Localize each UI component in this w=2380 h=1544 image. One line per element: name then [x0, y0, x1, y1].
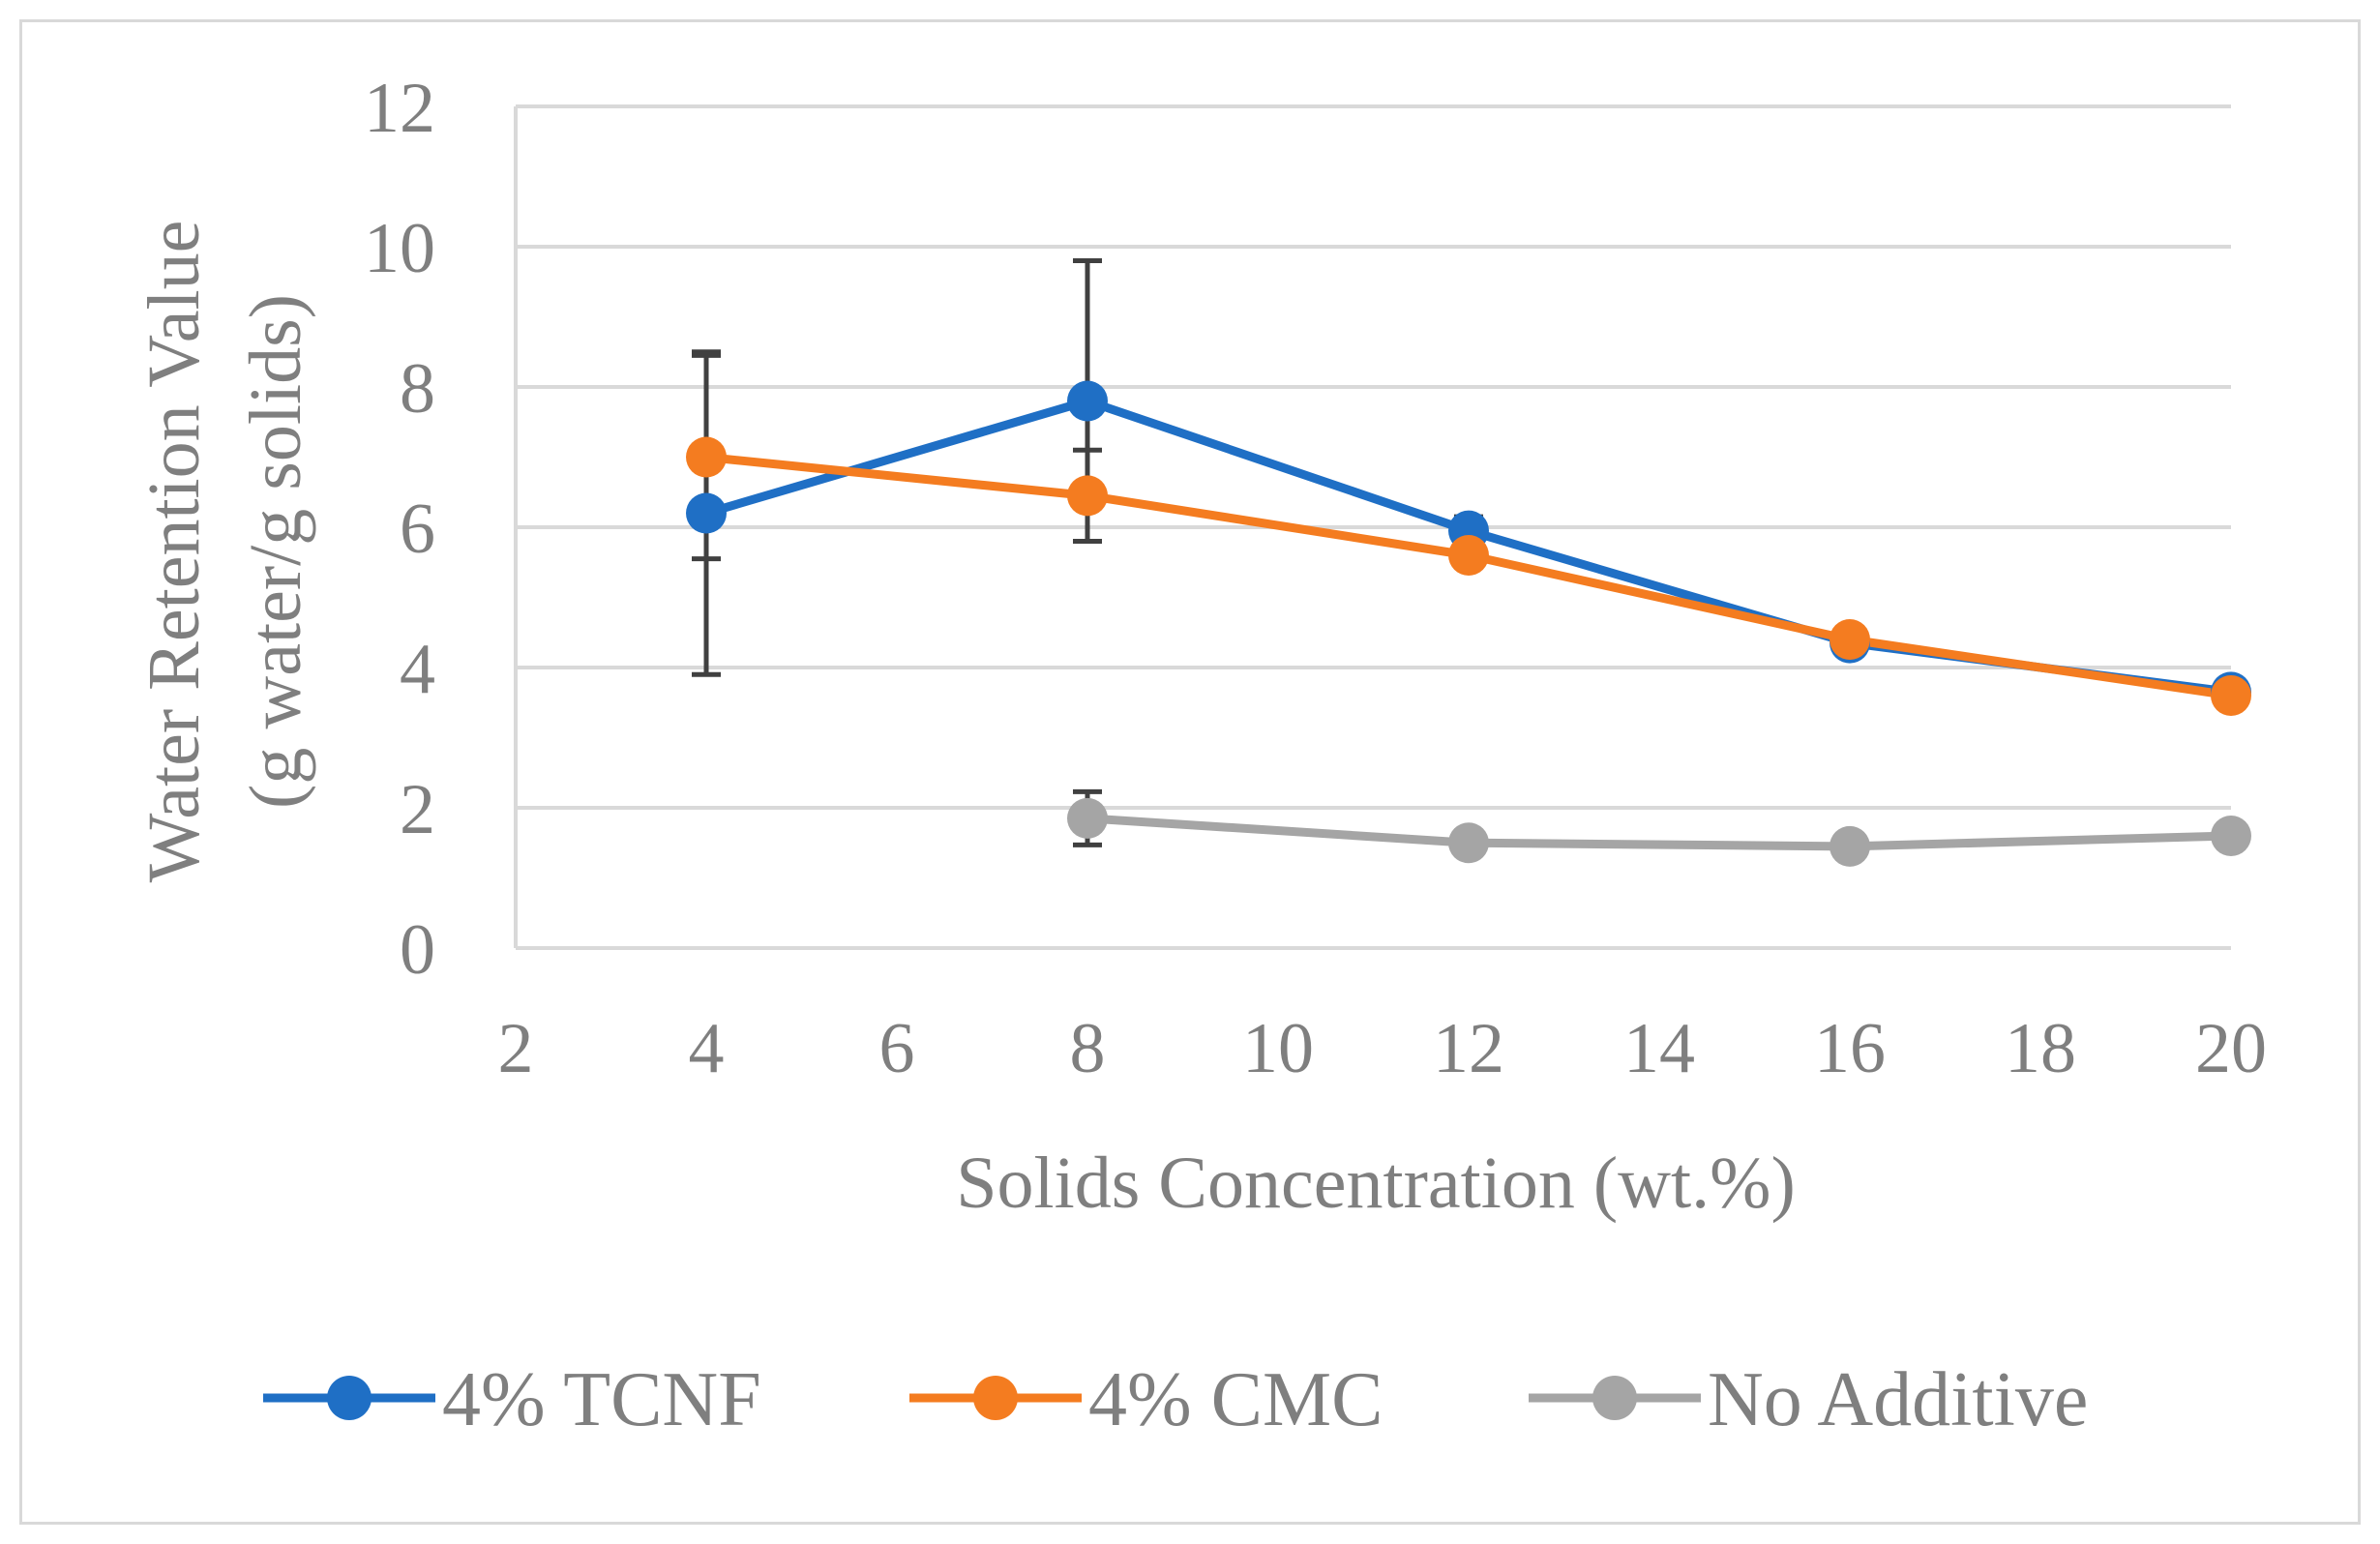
chart-frame: [19, 19, 2361, 1525]
x-tick-labels: 2 4 6 8 10 12 14 16 18 20: [498, 1009, 2268, 1088]
data-point: [1448, 535, 1489, 576]
legend-marker-2: [1592, 1376, 1637, 1420]
data-point: [1830, 619, 1870, 660]
y-axis-title-line1: Water Retention Value: [134, 221, 215, 883]
legend-label-0: 4% TCNF: [442, 1357, 761, 1442]
y-tick-label-6: 6: [400, 490, 435, 569]
data-point: [1067, 797, 1108, 839]
data-point: [2211, 675, 2251, 716]
x-tick-label-14: 14: [1623, 1009, 1695, 1088]
legend-marker-1: [973, 1376, 1018, 1420]
y-tick-label-8: 8: [400, 349, 435, 429]
legend-label-1: 4% CMC: [1088, 1357, 1383, 1442]
legend: 4% TCNF 4% CMC No Additive: [263, 1357, 2088, 1442]
data-point: [686, 436, 727, 478]
x-tick-label-2: 2: [498, 1009, 534, 1088]
axes: [514, 106, 2231, 950]
error-bars: [692, 258, 1483, 847]
legend-marker-0: [327, 1376, 372, 1420]
data-point: [1448, 822, 1489, 864]
x-tick-label-10: 10: [1242, 1009, 1314, 1088]
x-tick-label-18: 18: [2005, 1009, 2076, 1088]
y-tick-label-4: 4: [400, 630, 435, 709]
data-point: [686, 492, 727, 534]
y-axis-title-line2: (g water/g solids): [235, 294, 316, 809]
y-tick-label-2: 2: [400, 770, 435, 849]
data-point: [1830, 825, 1870, 867]
data-point: [2211, 816, 2251, 856]
x-tick-label-16: 16: [1814, 1009, 1886, 1088]
x-tick-label-4: 4: [689, 1009, 725, 1088]
x-tick-label-20: 20: [2195, 1009, 2267, 1088]
y-tick-label-12: 12: [364, 69, 435, 148]
x-tick-label-6: 6: [879, 1009, 915, 1088]
data-point: [1067, 475, 1108, 517]
data-point: [1067, 380, 1108, 422]
x-axis-title: Solids Concentration (wt.%): [956, 1143, 1796, 1224]
series-line-2: [1083, 814, 2236, 851]
y-tick-label-10: 10: [364, 209, 435, 288]
series-line-1: [701, 453, 2236, 700]
x-tick-label-8: 8: [1070, 1009, 1106, 1088]
series: [701, 397, 2236, 851]
data-points: [686, 380, 2251, 867]
legend-label-2: No Additive: [1708, 1357, 2088, 1442]
x-tick-label-12: 12: [1433, 1009, 1504, 1088]
gridlines: [516, 104, 2231, 810]
y-tick-label-0: 0: [400, 910, 435, 990]
y-tick-labels: 0 2 4 6 8 10 12: [364, 69, 435, 990]
